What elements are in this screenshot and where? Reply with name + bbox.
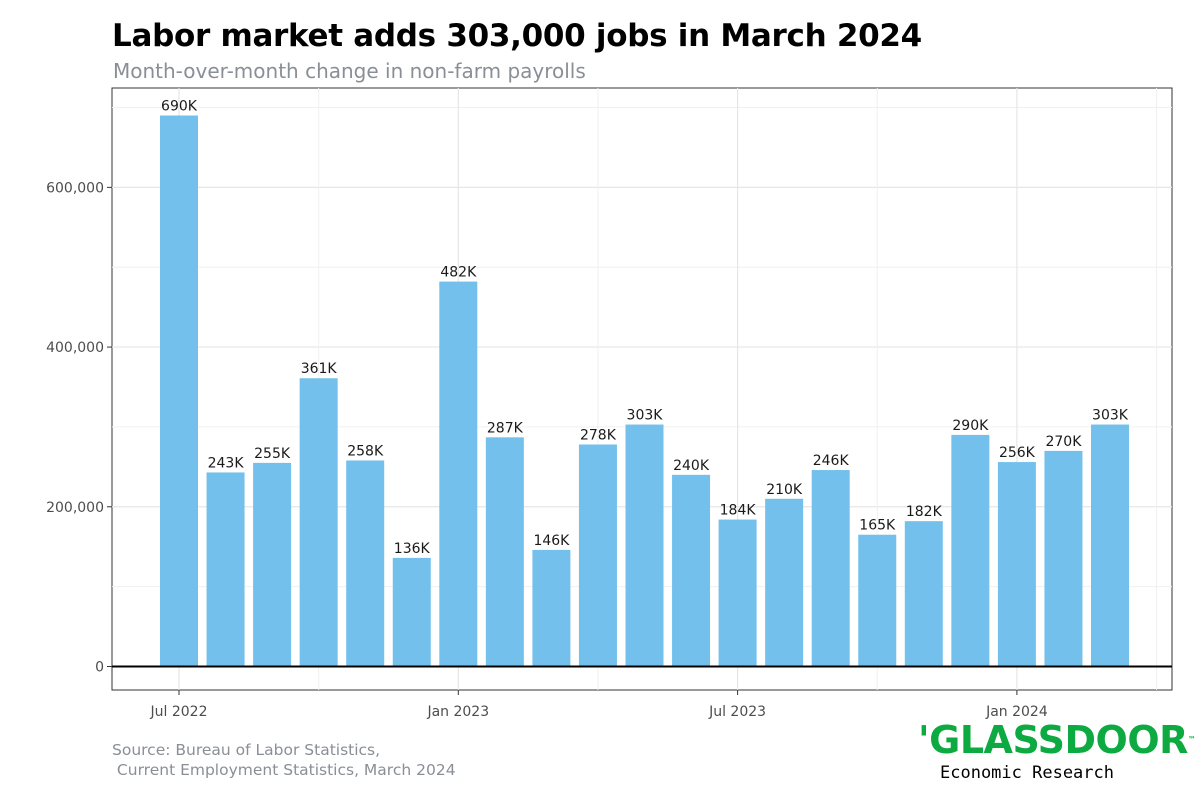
source-line-2: Current Employment Statistics, March 202… <box>112 761 456 779</box>
bar <box>1091 424 1129 667</box>
chart-subtitle: Month-over-month change in non-farm payr… <box>113 59 586 83</box>
bar <box>206 472 245 667</box>
glassdoor-logo: 'GLASSDOOR™ <box>918 718 1196 762</box>
data-label: 303K <box>627 408 664 424</box>
data-label: 290K <box>952 418 989 434</box>
data-label: 258K <box>347 443 384 459</box>
data-label: 255K <box>254 446 291 462</box>
x-tick-label: Jul 2022 <box>150 704 208 720</box>
bar <box>346 460 385 667</box>
data-label: 482K <box>440 265 477 281</box>
data-label: 690K <box>161 98 198 114</box>
bar <box>765 498 804 667</box>
bar <box>811 470 850 667</box>
data-label: 256K <box>999 445 1036 461</box>
data-label: 146K <box>533 533 570 549</box>
source-line-1: Source: Bureau of Labor Statistics, <box>112 741 381 759</box>
bar <box>532 549 571 667</box>
bar <box>997 462 1036 667</box>
data-label: 243K <box>208 455 245 471</box>
bar <box>253 462 292 667</box>
bar <box>625 424 664 667</box>
bar <box>160 115 198 667</box>
plot-panel <box>111 87 1173 691</box>
data-label: 270K <box>1045 434 1082 450</box>
bar <box>904 521 943 667</box>
bar <box>1044 450 1083 667</box>
bar <box>578 444 617 667</box>
data-label: 165K <box>859 518 896 534</box>
data-label: 303K <box>1092 408 1129 424</box>
data-label: 246K <box>813 453 850 469</box>
y-tick-label: 600,000 <box>46 180 104 196</box>
data-label: 361K <box>301 361 338 377</box>
data-label: 278K <box>580 427 617 443</box>
brand-subtitle: Economic Research <box>940 763 1114 783</box>
bar <box>485 437 524 667</box>
bar <box>439 281 478 667</box>
glassdoor-logo-mark: ' <box>918 718 930 762</box>
x-tick-label: Jan 2024 <box>985 704 1048 720</box>
data-label: 182K <box>906 504 943 520</box>
bar <box>299 378 338 667</box>
glassdoor-logo-text: GLASSDOOR <box>929 718 1188 762</box>
source-note: Source: Bureau of Labor Statistics, Curr… <box>112 740 456 780</box>
data-label: 287K <box>487 420 524 436</box>
x-tick-label: Jan 2023 <box>426 704 489 720</box>
chart-title: Labor market adds 303,000 jobs in March … <box>112 18 922 54</box>
trademark-symbol: ™ <box>1187 735 1196 744</box>
bar <box>392 557 431 667</box>
bar <box>951 434 990 667</box>
bar <box>718 519 757 667</box>
bar <box>858 534 897 667</box>
y-tick-label: 200,000 <box>46 500 104 516</box>
data-label: 210K <box>766 482 803 498</box>
x-tick-label: Jul 2023 <box>708 704 766 720</box>
glassdoor-brand: 'GLASSDOOR™ Economic Research <box>918 718 1196 788</box>
bar <box>672 474 711 667</box>
y-tick-label: 400,000 <box>46 340 104 356</box>
data-label: 136K <box>394 541 431 557</box>
data-label: 184K <box>720 503 757 519</box>
y-tick-label: 0 <box>95 660 104 676</box>
data-label: 240K <box>673 458 710 474</box>
